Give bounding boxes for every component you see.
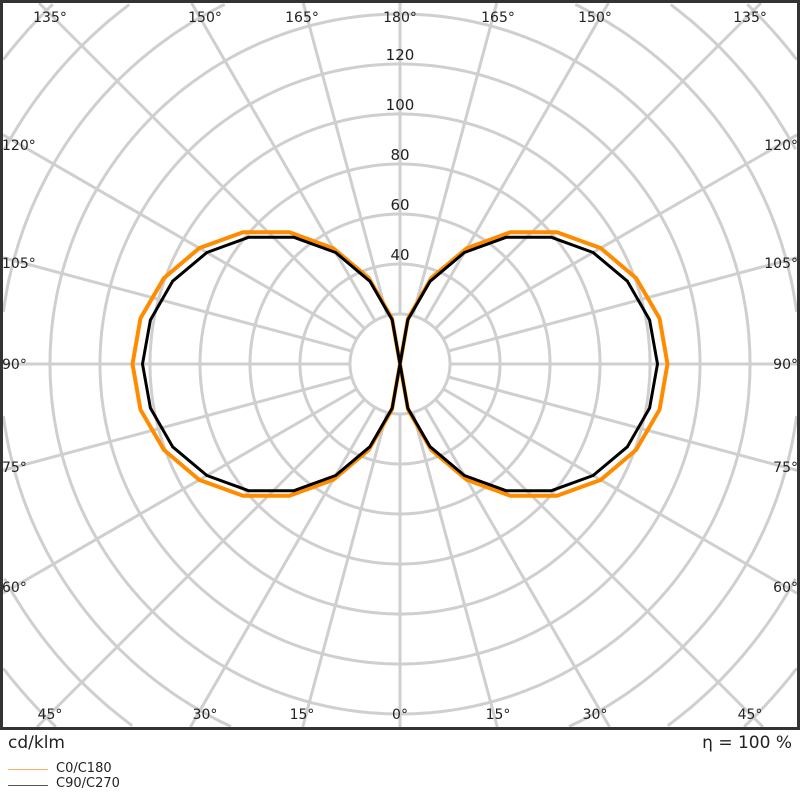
angle-label-top: 135° (733, 10, 767, 26)
angle-label-bottom: 0° (392, 707, 408, 723)
grid-spoke (301, 2, 389, 317)
angle-label-bottom: 45° (38, 707, 63, 723)
angle-label-bottom: 15° (290, 707, 315, 723)
angle-label-top: 180° (383, 10, 417, 26)
radial-tick-label: 40 (390, 246, 409, 264)
grid-ring-200 (2, 3, 798, 728)
legend-swatch-c0 (8, 769, 48, 770)
angle-label-top: 165° (481, 10, 515, 26)
legend-label-c0: C0/C180 (56, 761, 112, 776)
grid-spoke (189, 406, 377, 728)
grid-ring-180 (3, 3, 797, 727)
angle-label-left: 75° (2, 460, 27, 476)
series-c0-c180-left (130, 230, 402, 498)
grid-spoke (442, 387, 798, 595)
grid-spoke (447, 256, 798, 353)
radial-tick-label: 120 (386, 46, 415, 64)
angle-label-top: 165° (285, 10, 319, 26)
series-c0-c180-right (398, 230, 670, 498)
angle-label-bottom: 45° (738, 707, 763, 723)
efficiency-label: η = 100 % (702, 733, 792, 753)
radial-tick-label: 100 (386, 96, 415, 114)
grid-spoke (2, 375, 353, 472)
series-c90-c270-left (141, 235, 402, 493)
plot-frame (0, 0, 800, 730)
angle-label-right: 90° (773, 357, 798, 373)
grid-spoke (37, 1, 366, 330)
grid-spoke (434, 1, 763, 330)
angle-label-left: 120° (2, 138, 36, 154)
grid-spoke (434, 398, 765, 729)
grid-spoke (190, 2, 377, 322)
radial-tick-label: 60 (390, 196, 409, 214)
grid-spoke (35, 398, 366, 729)
grid-spoke (2, 133, 358, 341)
legend-label-c90: C90/C270 (56, 776, 120, 791)
angle-label-bottom: 30° (583, 707, 608, 723)
angle-label-right: 120° (764, 138, 798, 154)
angle-label-top: 150° (188, 10, 222, 26)
angle-label-top: 150° (578, 10, 612, 26)
grid-spoke (301, 411, 389, 728)
angle-label-top: 135° (33, 10, 67, 26)
grid-spoke (411, 2, 499, 317)
radial-tick-label: 80 (390, 146, 409, 164)
series-c90-c270-right (398, 235, 659, 493)
grid-spoke (423, 2, 610, 322)
grid-spoke (2, 387, 358, 595)
angle-label-left: 60° (2, 580, 27, 596)
angle-label-bottom: 15° (486, 707, 511, 723)
grid-spoke (411, 411, 499, 728)
grid-spoke (423, 406, 611, 728)
angle-label-right: 60° (773, 580, 798, 596)
angle-label-right: 75° (773, 460, 798, 476)
grid-ring-160 (1, 3, 799, 728)
angle-label-bottom: 30° (193, 707, 218, 723)
grid-spoke (2, 256, 353, 353)
angle-label-right: 105° (764, 256, 798, 272)
grid-spoke (447, 375, 798, 472)
grid-spoke (442, 133, 798, 341)
unit-label: cd/klm (8, 733, 65, 753)
angle-label-left: 105° (2, 256, 36, 272)
legend-swatch-c90 (8, 785, 48, 786)
angle-label-left: 90° (2, 357, 27, 373)
